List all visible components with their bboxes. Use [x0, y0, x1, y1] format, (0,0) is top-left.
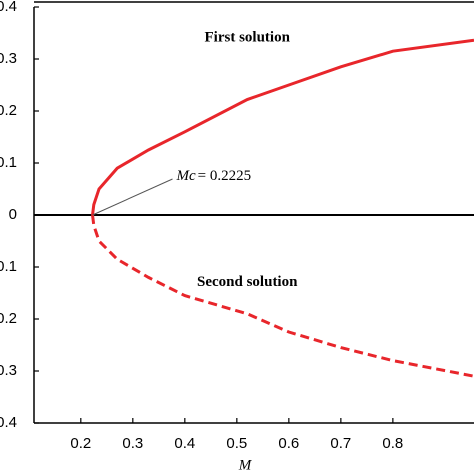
y-tick-label: 0.2	[0, 102, 17, 119]
y-tick-label: -0.3	[0, 362, 17, 379]
x-tick-label: 0.7	[330, 435, 351, 452]
y-tick-label: -0.4	[0, 414, 17, 431]
series-line	[91, 38, 474, 216]
series-line	[91, 214, 474, 378]
critical-value: = 0.2225	[198, 168, 251, 184]
x-tick-label: 0.8	[382, 435, 403, 452]
x-tick-label: 0.6	[278, 435, 299, 452]
x-tick-label: 0.4	[174, 435, 195, 452]
y-tick-label: 0	[9, 206, 17, 223]
x-tick-label: 0.5	[226, 435, 247, 452]
critical-annotation: Mc = 0.2225	[176, 168, 252, 184]
critical-symbol: Mc	[176, 168, 196, 184]
y-tick-label: 0.4	[0, 0, 17, 15]
y-tick-label: 0.3	[0, 50, 17, 67]
x-tick-label: 0.2	[70, 435, 91, 452]
x-tick-label: 0.3	[122, 435, 143, 452]
critical-leader	[92, 178, 173, 216]
y-tick-label: -0.2	[0, 310, 17, 327]
y-tick-label: 0.1	[0, 154, 17, 171]
annotation: Second solution	[197, 274, 298, 290]
annotation: First solution	[205, 30, 291, 46]
y-tick-label: -0.1	[0, 258, 17, 275]
x-axis-label: M	[238, 457, 253, 473]
